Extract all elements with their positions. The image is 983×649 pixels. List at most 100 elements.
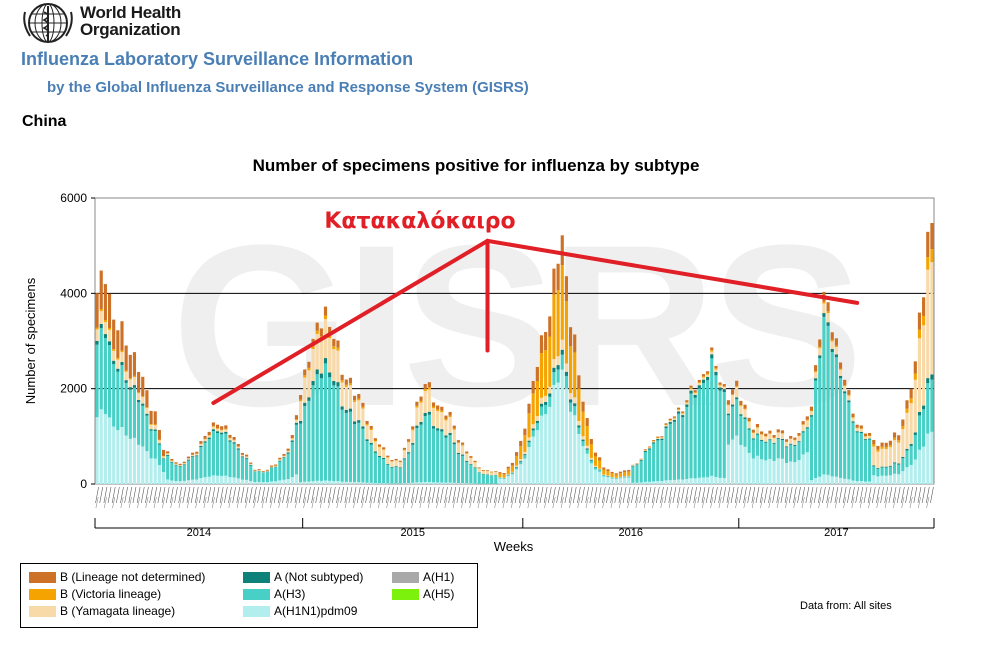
bar-segment-b-yamagata (145, 408, 149, 414)
legend-swatch (243, 606, 270, 618)
bar-segment-a-h3 (548, 396, 552, 407)
bar-segment-b-yamagata (693, 393, 697, 395)
bar-segment-b-not-determined (639, 458, 643, 460)
bar-segment-b-not-determined (261, 470, 265, 472)
bar-segment-b-not-determined (519, 440, 523, 447)
bar-segment-b-yamagata (407, 442, 411, 453)
bar-segment-b-yamagata (589, 457, 593, 460)
bar-segment-a-not-subtyped (215, 431, 220, 434)
bar-segment-a-not-subtyped (294, 422, 299, 425)
bar-segment-a-h1n1pdm09 (627, 477, 631, 484)
bar-segment-b-yamagata (132, 377, 137, 386)
bar-segment-a-h3 (660, 440, 664, 482)
x-week-tick-label (797, 486, 801, 504)
bar-segment-a-not-subtyped (535, 420, 539, 424)
bar-segment-a-h3 (365, 441, 369, 483)
legend-label: A(H1N1)pdm09 (274, 604, 358, 618)
bar-segment-b-yamagata (419, 402, 423, 422)
bar-segment-b-victoria (755, 426, 760, 428)
bar-segment-a-h3 (693, 397, 697, 479)
bar-segment-a-h3 (718, 390, 722, 478)
bar-segment-a-not-subtyped (589, 459, 593, 461)
bar-segment-b-yamagata (760, 434, 764, 440)
bar-segment-b-yamagata (822, 303, 826, 314)
bar-segment-b-not-determined (278, 457, 282, 460)
bar-segment-b-not-determined (236, 444, 240, 447)
bar-segment-a-h3 (174, 465, 178, 481)
bar-segment-b-not-determined (440, 406, 444, 411)
bar-segment-b-victoria (357, 398, 361, 401)
x-week-tick-label (581, 486, 585, 504)
bar-segment-a-h3 (481, 474, 485, 484)
bar-segment-b-not-determined (332, 338, 336, 347)
bar-segment-b-yamagata (107, 329, 112, 342)
legend-label: A(H3) (274, 587, 306, 601)
x-week-tick-label (307, 486, 311, 504)
bar-segment-a-h3 (531, 430, 535, 437)
bar-segment-a-h1n1pdm09 (353, 482, 357, 484)
bar-segment-b-victoria (336, 347, 340, 351)
bar-segment-a-h1n1pdm09 (207, 476, 211, 484)
x-week-tick-label (813, 486, 818, 504)
x-week-tick-label (834, 486, 839, 504)
bar-segment-b-victoria (930, 249, 934, 263)
x-week-tick-label (348, 486, 353, 504)
bar-segment-a-h3 (627, 476, 631, 478)
bar-segment-a-h3 (469, 465, 473, 484)
x-week-tick-label (427, 486, 432, 504)
bar-segment-b-not-determined (220, 426, 224, 430)
x-week-tick-label (153, 496, 157, 509)
bar-segment-a-not-subtyped (897, 463, 901, 465)
bar-segment-b-victoria (315, 330, 319, 334)
x-week-tick-label (410, 486, 415, 504)
bar-segment-b-not-determined (598, 457, 602, 461)
x-week-tick-label (186, 486, 191, 504)
bar-segment-b-not-determined (805, 416, 809, 420)
bar-segment-a-h1n1pdm09 (793, 462, 797, 484)
bar-segment-b-yamagata (602, 474, 606, 476)
x-week-tick-label (893, 496, 896, 509)
bar-segment-b-yamagata (573, 397, 577, 404)
x-week-tick-label (178, 496, 182, 509)
bar-segment-b-yamagata (436, 410, 440, 429)
x-week-tick-label (265, 486, 270, 504)
x-week-tick-label (751, 496, 755, 509)
bar-segment-a-h1n1pdm09 (577, 434, 581, 484)
bar-segment-b-not-determined (556, 263, 560, 291)
x-week-tick-label (925, 486, 930, 504)
bar-segment-a-not-subtyped (635, 464, 639, 465)
bar-segment-a-h3 (215, 433, 220, 476)
bar-segment-a-h1n1pdm09 (112, 426, 116, 484)
x-week-tick-label (95, 486, 99, 504)
bar-segment-a-h1n1pdm09 (303, 481, 307, 484)
bar-segment-b-not-determined (585, 418, 589, 426)
bar-segment-a-not-subtyped (838, 375, 843, 379)
x-week-tick-label (552, 496, 556, 509)
bar-segment-b-victoria (868, 435, 872, 437)
bar-segment-b-not-determined (178, 463, 182, 466)
bar-segment-a-h1n1pdm09 (510, 474, 514, 484)
bar-segment-a-h3 (427, 414, 431, 482)
bar-segment-a-h1n1pdm09 (826, 474, 830, 484)
x-week-tick-label (203, 496, 207, 509)
legend-item-a-h1: A(H1) (392, 570, 454, 584)
bar-segment-a-h1n1pdm09 (569, 411, 573, 484)
x-week-tick-label (710, 496, 714, 509)
bar-segment-a-h1n1pdm09 (905, 467, 909, 484)
bar-segment-a-h1n1pdm09 (851, 480, 855, 484)
bar-segment-b-victoria (718, 384, 722, 386)
bar-segment-a-h1n1pdm09 (805, 452, 809, 484)
bar-segment-a-h3 (569, 402, 573, 412)
x-week-tick-label (161, 486, 166, 504)
bar-segment-a-h1n1pdm09 (701, 477, 706, 484)
bar-segment-a-h3 (760, 440, 764, 460)
bar-segment-b-not-determined (390, 459, 394, 462)
bar-segment-a-not-subtyped (868, 438, 872, 440)
bar-segment-a-not-subtyped (926, 378, 930, 384)
x-week-tick-label (390, 486, 394, 504)
x-week-tick-label (319, 486, 324, 504)
bar-segment-b-victoria (552, 294, 556, 360)
bar-segment-a-not-subtyped (685, 404, 689, 407)
annotation-arrow-line (485, 238, 860, 305)
bar-segment-a-h3 (876, 468, 880, 477)
